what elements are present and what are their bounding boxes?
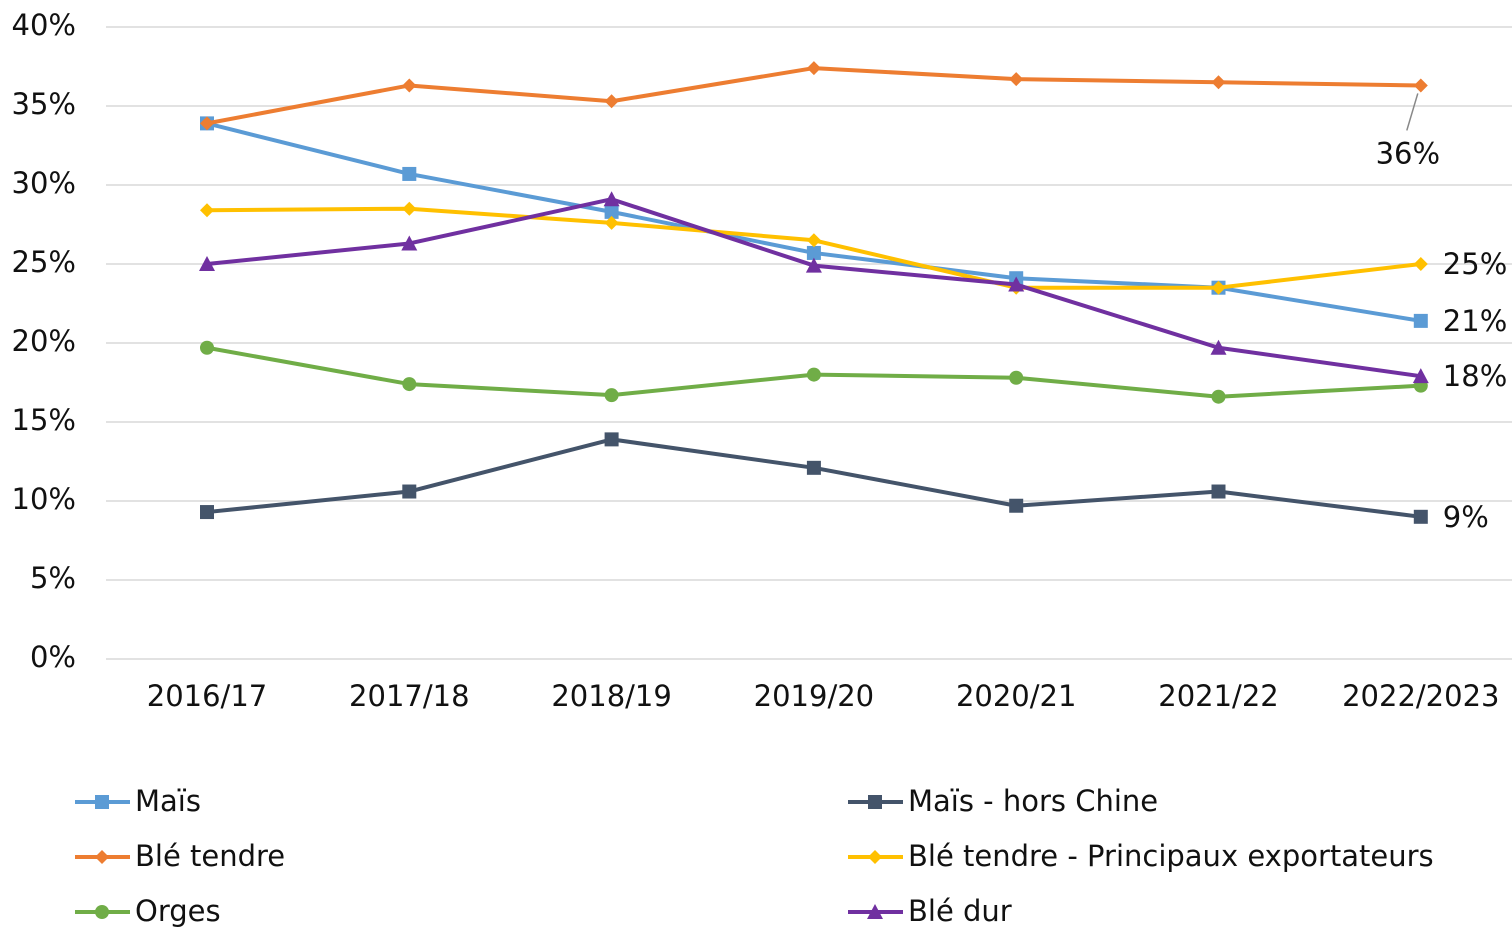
data-label: 18% [1443, 359, 1507, 393]
marker [1413, 257, 1428, 271]
legend-label: Orges [135, 894, 221, 928]
y-tick-label: 15% [12, 403, 76, 437]
marker [806, 460, 821, 475]
marker [200, 203, 214, 218]
marker [1211, 389, 1226, 404]
series-line [206, 121, 1422, 323]
y-tick-label: 5% [30, 561, 76, 595]
marker [95, 905, 109, 919]
marker [603, 191, 620, 207]
marker [868, 850, 882, 864]
marker [1211, 75, 1226, 90]
y-tick-label: 0% [30, 640, 76, 674]
data-label: 21% [1443, 304, 1507, 338]
marker [604, 215, 619, 230]
x-tick-label: 2017/18 [349, 679, 469, 713]
marker [200, 340, 214, 355]
y-tick-label: 25% [12, 245, 76, 279]
marker [604, 94, 619, 109]
data-label: 36% [1376, 136, 1440, 170]
marker [604, 204, 619, 219]
y-tick-label: 40% [12, 8, 76, 42]
x-tick-label: 2022/2023 [1342, 679, 1499, 713]
legend-label: Blé tendre [135, 839, 285, 873]
marker [1413, 509, 1428, 524]
y-tick-label: 30% [12, 166, 76, 200]
marker [1008, 276, 1025, 292]
legend-label: Blé dur [908, 894, 1012, 928]
marker [200, 505, 214, 520]
series-line [206, 66, 1421, 126]
y-tick-label: 10% [12, 482, 76, 516]
marker [402, 166, 417, 181]
marker [1211, 484, 1226, 499]
marker [867, 904, 883, 919]
x-tick-label: 2019/20 [754, 679, 874, 713]
marker [1009, 498, 1024, 513]
marker [1210, 339, 1227, 355]
marker [806, 61, 821, 76]
data-label: 9% [1443, 500, 1489, 534]
marker [402, 484, 417, 499]
marker [806, 367, 821, 382]
marker [95, 850, 109, 864]
marker [95, 795, 109, 809]
marker [199, 256, 215, 271]
marker [604, 388, 619, 403]
legend-label: Maïs - hors Chine [908, 784, 1158, 818]
marker [1412, 368, 1429, 384]
x-tick-label: 2021/22 [1158, 679, 1278, 713]
legend-label: Maïs [135, 784, 201, 818]
marker [805, 257, 822, 273]
marker [200, 116, 214, 131]
marker [401, 235, 418, 251]
marker [1211, 280, 1226, 295]
marker [604, 432, 619, 447]
leader-line [1406, 93, 1419, 131]
y-tick-label: 35% [12, 87, 76, 121]
marker [1009, 370, 1024, 385]
marker [868, 795, 882, 809]
marker [1413, 78, 1428, 93]
x-tick-label: 2016/17 [147, 679, 267, 713]
marker [1413, 313, 1428, 328]
y-tick-label: 20% [12, 324, 76, 358]
data-label: 25% [1443, 247, 1507, 281]
marker [402, 201, 417, 216]
x-tick-label: 2018/19 [551, 679, 671, 713]
x-tick-label: 2020/21 [956, 679, 1076, 713]
legend-label: Blé tendre - Principaux exportateurs [908, 839, 1434, 873]
marker [402, 78, 417, 93]
marker [806, 233, 821, 248]
series-line [206, 197, 1422, 379]
marker [1009, 72, 1024, 87]
marker [402, 377, 417, 392]
marker [806, 245, 821, 260]
series-line [206, 437, 1422, 519]
